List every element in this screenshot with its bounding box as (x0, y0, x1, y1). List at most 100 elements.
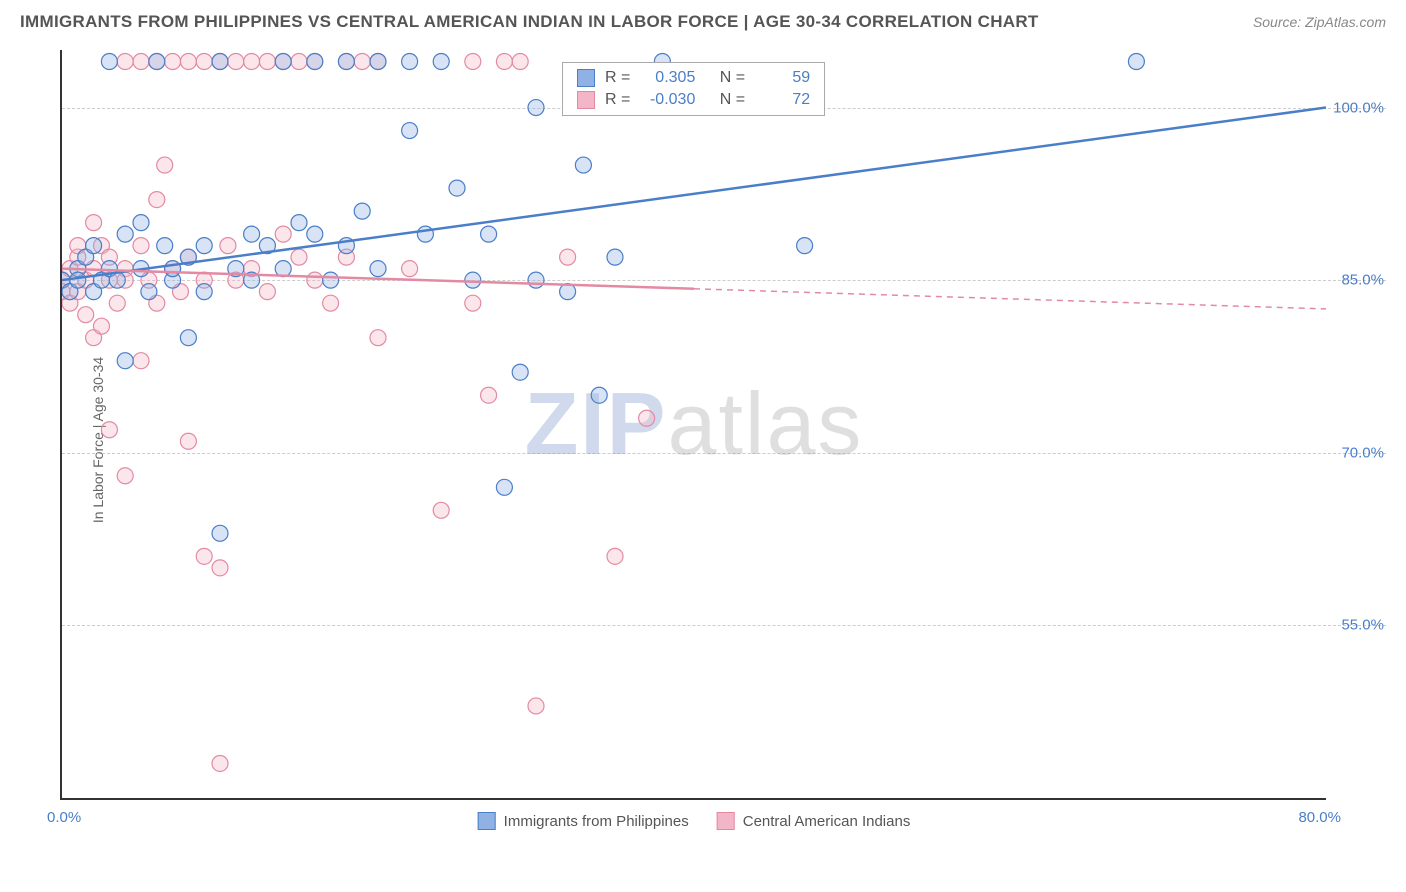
scatter-point (465, 295, 481, 311)
scatter-point (560, 249, 576, 265)
y-tick-label: 70.0% (1341, 444, 1384, 461)
scatter-point (433, 502, 449, 518)
scatter-point (465, 272, 481, 288)
scatter-point (212, 525, 228, 541)
scatter-point (607, 548, 623, 564)
scatter-point (481, 387, 497, 403)
legend-item-s2: Central American Indians (717, 812, 911, 830)
y-tick-label: 85.0% (1341, 272, 1384, 289)
scatter-point (149, 192, 165, 208)
scatter-point (512, 364, 528, 380)
y-tick-label: 100.0% (1333, 99, 1384, 116)
scatter-point (797, 238, 813, 254)
scatter-point (196, 238, 212, 254)
scatter-point (117, 226, 133, 242)
scatter-point (307, 226, 323, 242)
scatter-point (481, 226, 497, 242)
legend-label-s2: Central American Indians (743, 813, 911, 830)
scatter-point (117, 353, 133, 369)
legend-swatch-s2 (717, 812, 735, 830)
scatter-point (196, 284, 212, 300)
scatter-point (86, 215, 102, 231)
scatter-point (133, 54, 149, 70)
scatter-point (575, 157, 591, 173)
scatter-point (133, 353, 149, 369)
scatter-point (1128, 54, 1144, 70)
scatter-point (133, 215, 149, 231)
scatter-point (101, 422, 117, 438)
scatter-point (86, 238, 102, 254)
scatter-point (639, 410, 655, 426)
scatter-point (528, 100, 544, 116)
scatter-point (117, 54, 133, 70)
scatter-point (149, 54, 165, 70)
scatter-point (607, 249, 623, 265)
scatter-point (291, 54, 307, 70)
scatter-point (433, 54, 449, 70)
scatter-point (117, 468, 133, 484)
scatter-point (354, 54, 370, 70)
scatter-point (591, 387, 607, 403)
x-tick-0: 0.0% (47, 809, 81, 826)
scatter-point (101, 54, 117, 70)
legend-label-s1: Immigrants from Philippines (504, 813, 689, 830)
scatter-svg (62, 50, 1326, 798)
plot-area: ZIPatlas R = 0.305 N = 59 R = -0.030 N =… (60, 50, 1326, 800)
scatter-point (259, 284, 275, 300)
stats-legend-box: R = 0.305 N = 59 R = -0.030 N = 72 (562, 62, 825, 116)
scatter-point (275, 54, 291, 70)
scatter-point (78, 307, 94, 323)
scatter-point (370, 54, 386, 70)
chart-area: In Labor Force | Age 30-34 ZIPatlas R = … (60, 40, 1386, 840)
scatter-point (496, 479, 512, 495)
swatch-series2 (577, 91, 595, 109)
scatter-point (212, 54, 228, 70)
scatter-point (307, 272, 323, 288)
scatter-point (212, 560, 228, 576)
scatter-point (244, 54, 260, 70)
stat-r-value-s1: 0.305 (640, 69, 695, 87)
scatter-point (370, 330, 386, 346)
x-tick-80: 80.0% (1298, 809, 1341, 826)
scatter-point (402, 261, 418, 277)
scatter-point (275, 226, 291, 242)
regression-line (62, 108, 1326, 281)
regression-line-dashed (694, 289, 1326, 309)
scatter-point (512, 54, 528, 70)
scatter-point (323, 272, 339, 288)
scatter-point (94, 318, 110, 334)
bottom-legend: Immigrants from Philippines Central Amer… (478, 812, 911, 830)
scatter-point (196, 54, 212, 70)
stats-row-series1: R = 0.305 N = 59 (577, 67, 810, 89)
scatter-point (109, 295, 125, 311)
y-tick-label: 55.0% (1341, 617, 1384, 634)
scatter-point (244, 226, 260, 242)
scatter-point (180, 433, 196, 449)
scatter-point (370, 261, 386, 277)
stat-n-value-s1: 59 (755, 69, 810, 87)
scatter-point (354, 203, 370, 219)
stat-n-label: N = (720, 69, 745, 87)
stat-n-label2: N = (720, 91, 745, 109)
scatter-point (196, 548, 212, 564)
scatter-point (141, 284, 157, 300)
stat-r-value-s2: -0.030 (640, 91, 695, 109)
scatter-point (180, 54, 196, 70)
scatter-point (220, 238, 236, 254)
scatter-point (307, 54, 323, 70)
scatter-point (157, 157, 173, 173)
chart-header: IMMIGRANTS FROM PHILIPPINES VS CENTRAL A… (0, 0, 1406, 40)
scatter-point (291, 249, 307, 265)
scatter-point (212, 755, 228, 771)
scatter-point (338, 54, 354, 70)
scatter-point (133, 238, 149, 254)
source-label: Source: ZipAtlas.com (1253, 14, 1386, 30)
chart-title: IMMIGRANTS FROM PHILIPPINES VS CENTRAL A… (20, 12, 1039, 32)
legend-item-s1: Immigrants from Philippines (478, 812, 689, 830)
scatter-point (465, 54, 481, 70)
scatter-point (449, 180, 465, 196)
scatter-point (402, 123, 418, 139)
stat-n-value-s2: 72 (755, 91, 810, 109)
stat-r-label: R = (605, 69, 630, 87)
scatter-point (291, 215, 307, 231)
